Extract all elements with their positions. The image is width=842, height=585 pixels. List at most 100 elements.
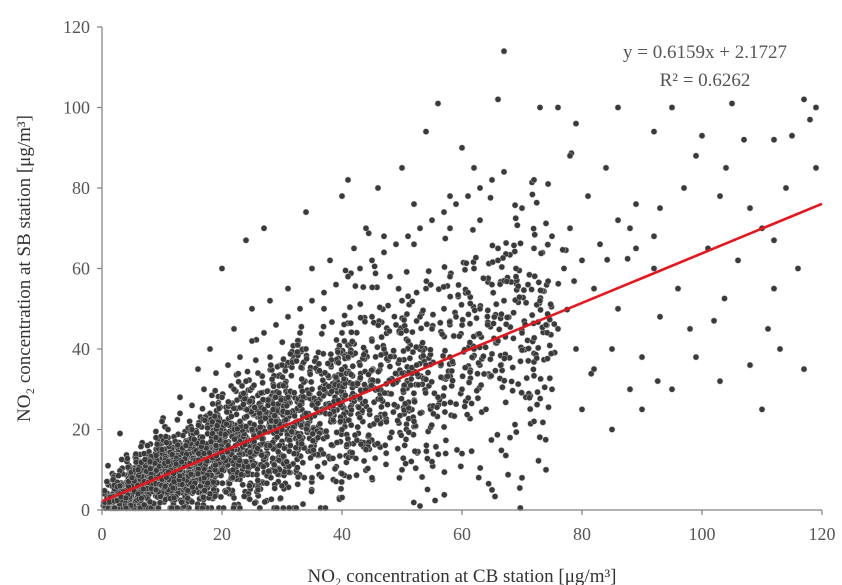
data-point [400, 347, 407, 355]
data-point [306, 370, 314, 378]
data-point [484, 321, 491, 329]
data-point [353, 471, 360, 479]
data-point [374, 343, 381, 351]
data-point [277, 494, 284, 502]
data-point [746, 204, 754, 212]
data-point [346, 303, 354, 311]
data-point [374, 184, 382, 192]
data-point [470, 164, 478, 172]
data-point [437, 319, 444, 327]
data-point [502, 239, 510, 247]
data-point [734, 257, 742, 264]
data-point [172, 460, 180, 468]
data-point [656, 313, 664, 321]
data-point [318, 330, 326, 338]
data-point [452, 200, 460, 208]
data-point [336, 452, 344, 460]
data-point [429, 311, 437, 318]
data-point [352, 282, 359, 290]
data-point [116, 430, 124, 437]
data-point [208, 392, 216, 399]
data-point [428, 216, 436, 224]
data-point [536, 104, 544, 111]
data-point [280, 382, 287, 389]
data-point [419, 307, 427, 314]
data-point [402, 460, 409, 467]
data-point [302, 345, 310, 353]
data-point [410, 241, 418, 248]
data-point [482, 344, 489, 351]
data-point [488, 436, 495, 444]
data-point [404, 233, 412, 240]
data-point [218, 466, 226, 474]
data-point [345, 473, 353, 481]
data-point [360, 344, 367, 351]
data-point [397, 432, 405, 439]
data-point [368, 382, 375, 389]
data-point [390, 408, 397, 416]
data-point [115, 472, 122, 479]
data-point [530, 176, 538, 184]
data-point [384, 302, 392, 309]
data-point [614, 216, 622, 224]
data-point [349, 362, 357, 370]
data-point [218, 394, 226, 401]
data-point [469, 226, 477, 234]
data-point [698, 132, 706, 139]
data-point [554, 104, 562, 111]
data-point [537, 375, 544, 383]
data-point [812, 104, 820, 111]
data-point [526, 405, 534, 413]
data-point [386, 363, 394, 370]
data-point [267, 474, 275, 481]
data-point [533, 199, 540, 206]
data-point [470, 265, 478, 272]
data-point [308, 265, 316, 272]
data-point [416, 313, 424, 321]
data-point [626, 225, 634, 232]
data-point [239, 481, 246, 489]
data-point [716, 192, 724, 200]
data-point [650, 233, 658, 240]
data-point [544, 355, 551, 362]
data-point [400, 316, 408, 324]
data-point [528, 286, 535, 293]
data-point [272, 321, 280, 329]
data-point [335, 359, 342, 367]
data-point [287, 350, 294, 358]
data-point [240, 401, 247, 408]
data-point [377, 361, 385, 369]
data-point [535, 457, 542, 465]
data-point [461, 364, 469, 371]
data-point [344, 353, 352, 361]
data-point [201, 417, 209, 424]
trend-r-squared: R² = 0.6262 [660, 70, 751, 91]
data-point [441, 408, 449, 416]
data-point [262, 414, 269, 422]
data-point [221, 431, 229, 438]
data-point [461, 403, 468, 410]
data-point [299, 500, 307, 508]
data-point [559, 246, 566, 254]
data-point [480, 353, 487, 360]
data-point [514, 222, 521, 229]
data-point [116, 482, 124, 490]
data-point [212, 442, 220, 449]
data-point [200, 474, 208, 482]
data-point [536, 433, 544, 441]
data-point [332, 478, 340, 485]
data-point [361, 381, 368, 388]
data-point [258, 451, 265, 459]
data-point [283, 402, 291, 410]
data-point [187, 470, 195, 478]
data-point [134, 466, 142, 474]
data-point [193, 429, 200, 436]
x-tick-label: 20 [213, 524, 231, 544]
data-point [407, 381, 414, 389]
data-point [338, 470, 346, 478]
data-point [147, 465, 154, 473]
data-point [291, 412, 298, 420]
data-point [452, 313, 460, 321]
data-point [320, 350, 327, 358]
data-point [468, 447, 475, 455]
